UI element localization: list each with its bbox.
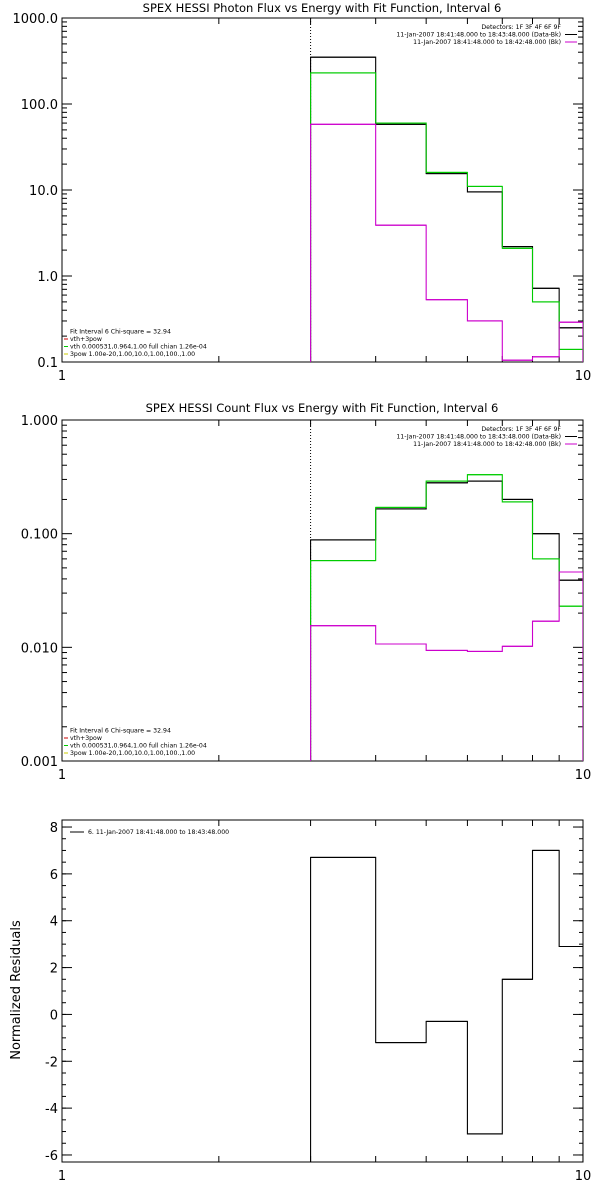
photon-flux-bottom-legend-text: vth+3pow [70, 336, 102, 343]
photon-flux-series-0-line [310, 56, 583, 362]
photon-flux-y-tick-label: 1000.0 [13, 12, 59, 27]
residuals-x-tick-label: 10 [575, 1169, 592, 1184]
count-flux-top-legend-text: 11-Jan-2007 18:41:48.000 to 18:43:48.000… [396, 434, 561, 441]
photon-flux-series-1-line [310, 72, 583, 362]
count-flux-axes-frame [61, 419, 584, 762]
residuals-y-axis-label: Normalized Residuals [9, 920, 24, 1060]
residuals-y-tick-label: 4 [50, 915, 58, 930]
residuals-x-tick-label: 1 [58, 1169, 66, 1184]
count-flux-plot-area: 1 10 0.001 0.010 0.100 1.000 Detectors: 1F 3F … [21, 414, 591, 783]
residuals-plot-area: 1 10 -6 -4 -2 0 2 4 6 8 6. 11-Jan-2007 18:41:48.00… [45, 819, 592, 1184]
count-flux-y-tick-label: 1.000 [21, 414, 58, 429]
count-flux-y-tick-label: 0.001 [21, 755, 58, 770]
count-flux-panel: SPEX HESSI Count Flux vs Energy with Fit… [21, 401, 591, 783]
photon-flux-bottom-legend-text: Fit Interval 6 Chi-square = 32.94 [70, 329, 171, 336]
count-flux-bottom-legend-text: vth 0.000531,0.964,1.00 full chian 1.26e… [70, 743, 207, 750]
residuals-y-tick-label: 2 [50, 962, 58, 977]
photon-flux-x-tick-label: 10 [575, 369, 592, 384]
photon-flux-top-legend-text: 11-Jan-2007 18:41:48.000 to 18:42:48.000… [413, 39, 561, 46]
photon-flux-series-2-line [310, 123, 583, 362]
residuals-y-tick-label: -6 [45, 1149, 58, 1164]
photon-flux-y-tick-label: 1.0 [37, 270, 58, 285]
residuals-y-tick-label: 6 [50, 868, 58, 883]
photon-flux-bottom-legend-text: vth 0.000531,0.964,1.00 full chian 1.26e… [70, 344, 207, 351]
residuals-axes-frame [61, 819, 584, 1163]
photon-flux-title: SPEX HESSI Photon Flux vs Energy with Fi… [143, 1, 502, 15]
residuals-panel: Normalized Residuals 1 10 -6 -4 -2 0 2 4 6 8 6. 11… [9, 819, 592, 1184]
photon-flux-x-tick-label: 1 [58, 369, 66, 384]
residuals-y-tick-label: -4 [45, 1102, 58, 1117]
photon-flux-top-legend-text: 11-Jan-2007 18:41:48.000 to 18:43:48.000… [396, 32, 561, 39]
photon-flux-bottom-legend-text: 3pow 1.00e-20,1.00,10.0,1.00,100.,1.00 [70, 351, 195, 358]
count-flux-x-tick-label: 10 [575, 768, 592, 783]
photon-flux-y-tick-label: 0.1 [37, 356, 58, 371]
count-flux-series-2-line [310, 571, 583, 761]
residuals-top-legend-text: 6. 11-Jan-2007 18:41:48.000 to 18:43:48.… [88, 829, 229, 836]
photon-flux-axes-frame [61, 17, 584, 363]
count-flux-x-tick-label: 1 [58, 768, 66, 783]
residuals-series-0-line [310, 849, 583, 1162]
count-flux-bottom-legend-text: Fit Interval 6 Chi-square = 32.94 [70, 728, 171, 735]
count-flux-y-tick-label: 0.010 [21, 641, 58, 656]
residuals-y-tick-label: -2 [45, 1055, 58, 1070]
count-flux-top-legend-text: Detectors: 1F 3F 4F 6F 9F [481, 426, 561, 433]
count-flux-top-legend-text: 11-Jan-2007 18:41:48.000 to 18:42:48.000… [413, 441, 561, 448]
residuals-y-tick-label: 8 [50, 821, 58, 836]
photon-flux-y-tick-label: 100.0 [21, 98, 58, 113]
photon-flux-panel: SPEX HESSI Photon Flux vs Energy with Fi… [13, 1, 592, 384]
count-flux-series-1-line [310, 474, 583, 761]
photon-flux-top-legend-text: Detectors: 1F 3F 4F 6F 9F [481, 24, 561, 31]
residuals-y-tick-label: 0 [50, 1008, 58, 1023]
count-flux-title: SPEX HESSI Count Flux vs Energy with Fit… [146, 401, 499, 415]
count-flux-bottom-legend-text: vth+3pow [70, 735, 102, 742]
photon-flux-plot-area: 1 10 0.1 1.0 10.0 100.0 1000.0 Detectors: 1F 3F… [13, 12, 592, 384]
photon-flux-y-tick-label: 10.0 [29, 184, 58, 199]
count-flux-y-tick-label: 0.100 [21, 528, 58, 543]
count-flux-bottom-legend-text: 3pow 1.00e-20,1.00,10.0,1.00,100.,1.00 [70, 750, 195, 757]
